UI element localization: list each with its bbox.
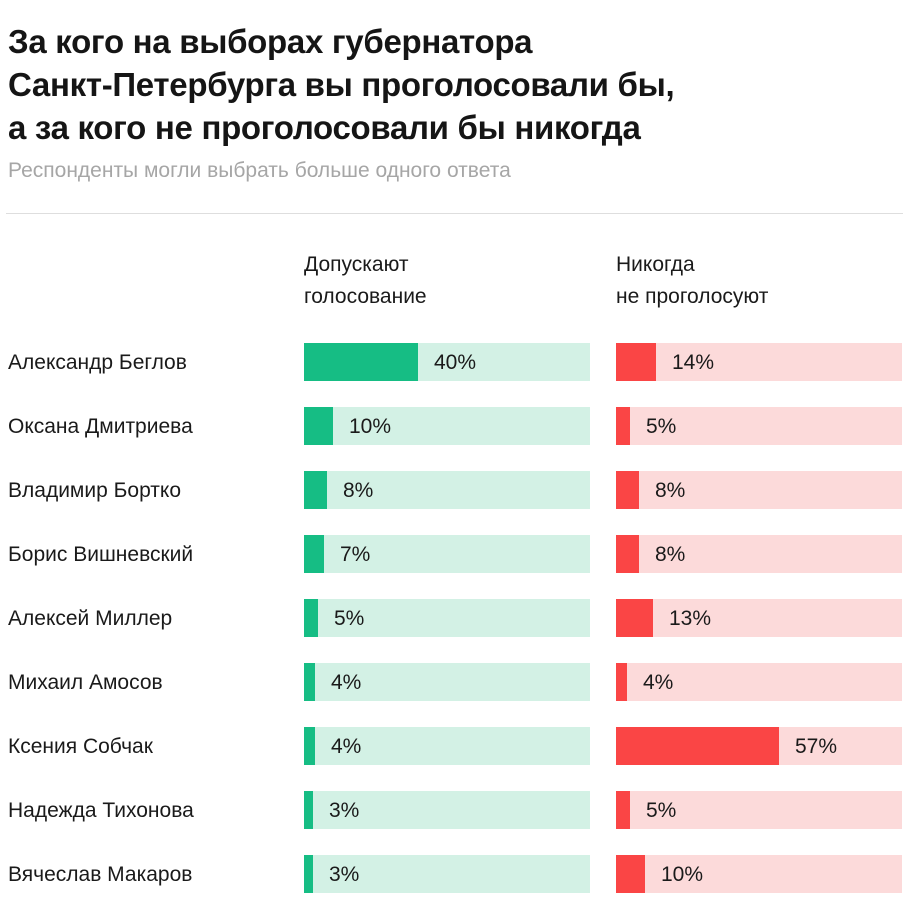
never-bar-track: 14% <box>616 343 902 381</box>
allow-value-label: 8% <box>343 479 374 502</box>
never-bar <box>616 535 639 573</box>
chart-row: Борис Вишневский 7% 8% <box>0 535 907 573</box>
allow-bar <box>304 599 318 637</box>
chart-title: За кого на выборах губернатора Санкт-Пет… <box>8 20 888 149</box>
allow-bar-track: 3% <box>304 855 590 893</box>
column-header-never: Никогда не проголосуют <box>616 249 768 313</box>
chart-row: Алексей Миллер 5% 13% <box>0 599 907 637</box>
allow-value-label: 40% <box>434 351 477 374</box>
candidate-name: Владимир Бортко <box>8 479 182 502</box>
never-value-label: 10% <box>661 863 704 886</box>
column-header-never-line-2: не проголосуют <box>616 285 769 308</box>
allow-value-label: 7% <box>340 543 371 566</box>
never-value-label: 8% <box>655 543 686 566</box>
chart-subtitle: Респонденты могли выбрать больше одного … <box>8 159 511 182</box>
allow-bar-track: 7% <box>304 535 590 573</box>
never-bar <box>616 727 779 765</box>
candidate-name: Михаил Амосов <box>8 671 163 694</box>
allow-bar <box>304 791 313 829</box>
chart-row: Михаил Амосов 4% 4% <box>0 663 907 701</box>
never-bar <box>616 855 645 893</box>
never-bar-track: 4% <box>616 663 902 701</box>
header-divider <box>6 213 903 214</box>
column-header-allow: Допускают голосование <box>304 249 427 313</box>
chart-row: Александр Беглов 40% 14% <box>0 343 907 381</box>
never-bar <box>616 663 627 701</box>
never-bar <box>616 407 630 445</box>
never-bar-track: 10% <box>616 855 902 893</box>
column-header-allow-line-2: голосование <box>304 285 427 308</box>
never-bar-track: 8% <box>616 535 902 573</box>
never-bar-track: 57% <box>616 727 902 765</box>
candidate-name: Алексей Миллер <box>8 607 173 630</box>
chart-row: Надежда Тихонова 3% 5% <box>0 791 907 829</box>
never-bar-track: 13% <box>616 599 902 637</box>
allow-bar-track: 8% <box>304 471 590 509</box>
allow-bar-track: 5% <box>304 599 590 637</box>
never-value-label: 14% <box>672 351 715 374</box>
chart-title-line-3: а за кого не проголосовали бы никогда <box>8 109 641 146</box>
chart-title-line-1: За кого на выборах губернатора <box>8 23 533 60</box>
candidate-name: Оксана Дмитриева <box>8 415 193 438</box>
never-bar <box>616 471 639 509</box>
chart-row: Оксана Дмитриева 10% 5% <box>0 407 907 445</box>
candidate-name: Вячеслав Макаров <box>8 863 193 886</box>
allow-bar <box>304 855 313 893</box>
allow-bar-track: 3% <box>304 791 590 829</box>
chart-row: Владимир Бортко 8% 8% <box>0 471 907 509</box>
never-value-label: 4% <box>643 671 674 694</box>
column-header-never-line-1: Никогда <box>616 253 695 276</box>
allow-bar <box>304 407 333 445</box>
candidate-name: Ксения Собчак <box>8 735 153 758</box>
never-value-label: 8% <box>655 479 686 502</box>
never-bar-track: 5% <box>616 791 902 829</box>
never-value-label: 5% <box>646 415 677 438</box>
never-value-label: 57% <box>795 735 838 758</box>
chart-row: Ксения Собчак 4% 57% <box>0 727 907 765</box>
never-bar <box>616 599 653 637</box>
allow-value-label: 3% <box>329 799 360 822</box>
never-bar <box>616 791 630 829</box>
allow-bar-track: 10% <box>304 407 590 445</box>
allow-bar-track: 4% <box>304 727 590 765</box>
allow-bar-track: 4% <box>304 663 590 701</box>
never-bar <box>616 343 656 381</box>
candidate-name: Борис Вишневский <box>8 543 194 566</box>
never-bar-track: 5% <box>616 407 902 445</box>
allow-value-label: 4% <box>331 671 362 694</box>
allow-bar-track: 40% <box>304 343 590 381</box>
never-bar-track: 8% <box>616 471 902 509</box>
allow-value-label: 5% <box>334 607 365 630</box>
chart-row: Вячеслав Макаров 3% 10% <box>0 855 907 893</box>
allow-bar <box>304 535 324 573</box>
candidate-name: Надежда Тихонова <box>8 799 194 822</box>
allow-value-label: 3% <box>329 863 360 886</box>
candidate-name: Александр Беглов <box>8 351 187 374</box>
allow-value-label: 4% <box>331 735 362 758</box>
allow-bar <box>304 343 418 381</box>
allow-bar <box>304 727 315 765</box>
column-header-allow-line-1: Допускают <box>304 253 409 276</box>
never-value-label: 5% <box>646 799 677 822</box>
chart-title-line-2: Санкт-Петербурга вы проголосовали бы, <box>8 66 675 103</box>
allow-bar <box>304 471 327 509</box>
never-value-label: 13% <box>669 607 712 630</box>
allow-bar <box>304 663 315 701</box>
allow-value-label: 10% <box>349 415 392 438</box>
